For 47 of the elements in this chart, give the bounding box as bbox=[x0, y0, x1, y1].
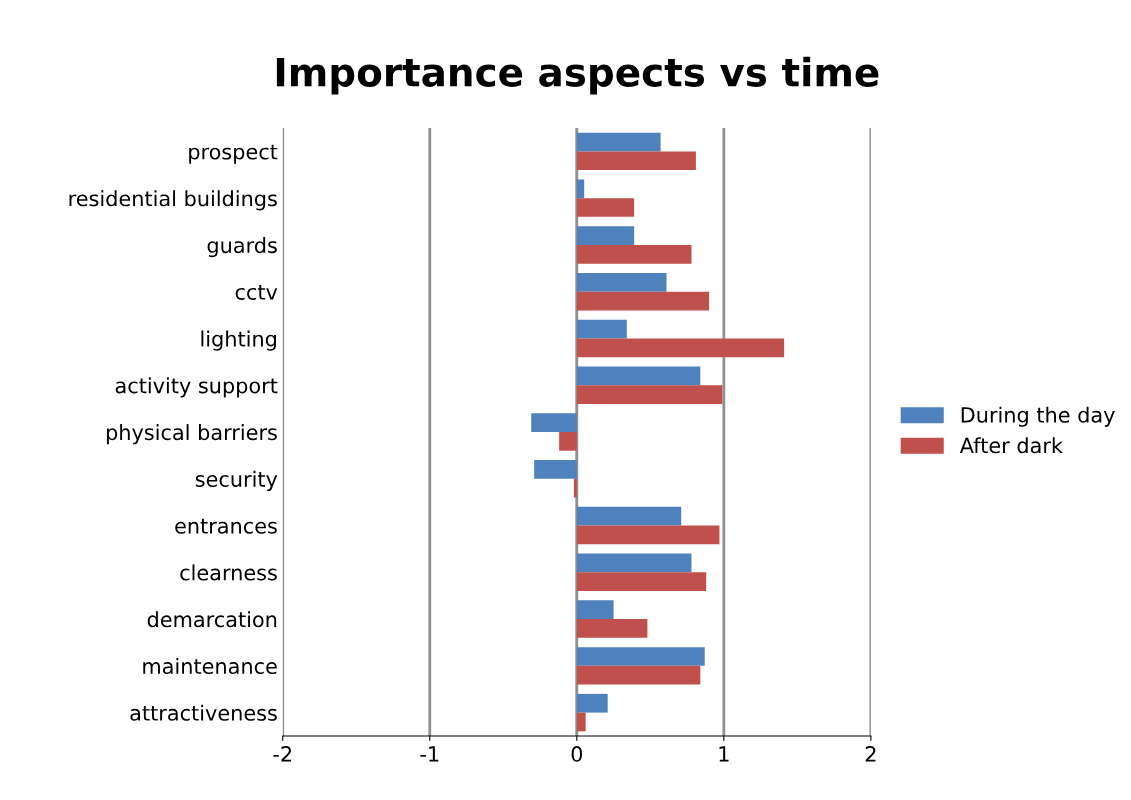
bar bbox=[576, 151, 696, 171]
y-tick-label: guards bbox=[207, 237, 277, 258]
x-tick-label: 0 bbox=[571, 746, 583, 762]
y-tick-label: activity support bbox=[115, 377, 278, 398]
bar bbox=[576, 647, 705, 666]
y-tick-label: cctv bbox=[235, 284, 278, 300]
y-tick-label: prospect bbox=[189, 144, 278, 164]
y-tick-label: physical barriers bbox=[106, 424, 277, 445]
bar bbox=[559, 432, 577, 451]
bar bbox=[576, 712, 586, 732]
bar bbox=[531, 413, 577, 432]
legend-label: After dark bbox=[959, 437, 1063, 454]
bar bbox=[576, 665, 701, 685]
bar bbox=[576, 319, 627, 339]
x-tick-label: 2 bbox=[865, 746, 876, 762]
bar bbox=[576, 244, 692, 264]
bar bbox=[576, 600, 614, 620]
bar bbox=[576, 132, 661, 152]
bar bbox=[576, 385, 723, 404]
legend-label: During the day bbox=[961, 406, 1115, 427]
bar bbox=[576, 693, 608, 713]
y-tick-label: security bbox=[195, 470, 278, 492]
y-tick-label: demarcation bbox=[147, 611, 277, 628]
x-tick-label: 1 bbox=[719, 746, 729, 762]
bar bbox=[576, 272, 667, 292]
y-tick-label: clearness bbox=[180, 564, 277, 581]
y-tick-label: attractiveness bbox=[130, 704, 277, 721]
y-tick-label: residential buildings bbox=[69, 190, 277, 211]
bar bbox=[576, 553, 692, 573]
y-tick-label: entrances bbox=[175, 518, 277, 534]
bar bbox=[576, 506, 682, 526]
bar bbox=[576, 291, 710, 311]
bar bbox=[576, 198, 635, 217]
bar bbox=[573, 478, 577, 498]
bar bbox=[576, 525, 720, 545]
y-tick-label: lighting bbox=[201, 330, 276, 351]
bar bbox=[576, 619, 648, 638]
bar bbox=[576, 179, 585, 199]
y-tick-label: maintenance bbox=[143, 657, 277, 675]
bar bbox=[576, 572, 707, 592]
x-tick-label: -1 bbox=[420, 746, 439, 762]
bar bbox=[534, 460, 577, 479]
bar bbox=[576, 338, 785, 358]
bar bbox=[576, 366, 701, 386]
bar bbox=[576, 226, 635, 245]
x-tick-label: -2 bbox=[273, 746, 292, 762]
chart-title: Importance aspects vs time bbox=[276, 56, 879, 95]
